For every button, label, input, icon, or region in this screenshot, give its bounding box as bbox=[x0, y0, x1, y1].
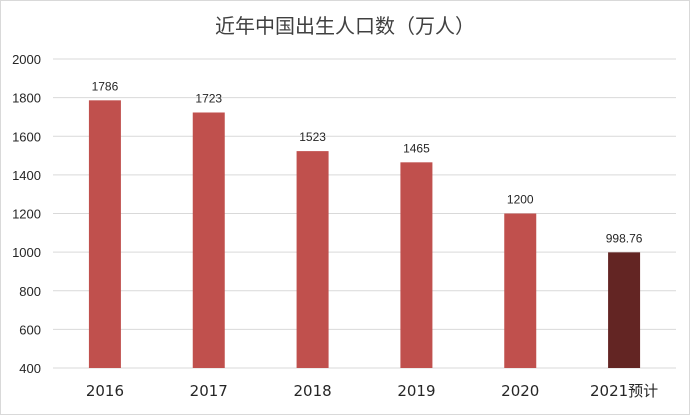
y-tick-label: 1600 bbox=[12, 129, 41, 144]
y-tick-label: 1400 bbox=[12, 168, 41, 183]
y-tick-label: 600 bbox=[19, 322, 41, 337]
data-label: 1523 bbox=[299, 130, 326, 144]
x-tick-label: 2021预计 bbox=[590, 382, 658, 400]
x-axis-ticks: 2016 2017 2018 2019 2020 2021预计 bbox=[86, 382, 658, 400]
y-tick-label: 1800 bbox=[12, 91, 41, 106]
y-tick-label: 1000 bbox=[12, 245, 41, 260]
bar-2018 bbox=[296, 151, 329, 368]
bar-2017 bbox=[192, 112, 225, 368]
y-tick-label: 800 bbox=[19, 284, 41, 299]
bar-2020 bbox=[504, 213, 537, 368]
y-tick-label: 2000 bbox=[12, 52, 41, 67]
data-label: 998.76 bbox=[606, 231, 643, 245]
gridlines bbox=[53, 58, 676, 369]
y-tick-label: 1200 bbox=[12, 207, 41, 222]
x-tick-label: 2019 bbox=[397, 382, 435, 400]
data-label: 1786 bbox=[92, 79, 119, 93]
data-labels: 1786 1723 1523 1465 1200 998.76 bbox=[92, 79, 643, 245]
bar-2021预计 bbox=[608, 252, 641, 368]
bar-2019 bbox=[400, 162, 433, 368]
x-tick-label: 2020 bbox=[501, 382, 539, 400]
y-tick-label: 400 bbox=[19, 361, 41, 376]
y-axis-ticks: 400 600 800 1000 1200 1400 1600 1800 2000 bbox=[12, 52, 41, 376]
x-tick-label: 2017 bbox=[190, 382, 228, 400]
bars bbox=[88, 100, 641, 369]
chart-title: 近年中国出生人口数（万人） bbox=[215, 14, 475, 38]
x-tick-label: 2018 bbox=[293, 382, 331, 400]
bar-2016 bbox=[88, 100, 121, 369]
data-label: 1200 bbox=[507, 193, 534, 207]
data-label: 1723 bbox=[195, 91, 222, 105]
x-tick-label: 2016 bbox=[86, 382, 124, 400]
data-label: 1465 bbox=[403, 141, 430, 155]
